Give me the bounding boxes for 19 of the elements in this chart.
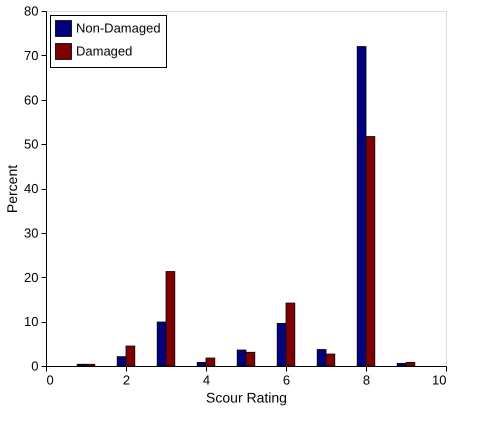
y-tick-label: 50: [24, 136, 38, 152]
legend-label: Damaged: [76, 44, 132, 58]
y-tick-label: 10: [24, 314, 38, 330]
y-tick-label: 20: [24, 270, 38, 285]
y-tick-label: 40: [24, 181, 38, 196]
y-tick-label: 30: [24, 225, 38, 240]
y-axis-title: Percent: [4, 164, 20, 214]
y-tick-label: 80: [24, 4, 38, 18]
y-tick-label: 0: [31, 358, 38, 374]
x-tick-label: 8: [362, 372, 370, 388]
y-tick-label: 60: [24, 92, 38, 108]
x-axis-title: Scour Rating: [206, 390, 287, 406]
x-tick-label: 4: [202, 372, 210, 388]
x-tick-label: 2: [122, 372, 130, 388]
x-tick-label: 0: [46, 372, 54, 388]
x-tick-label: 6: [282, 372, 290, 388]
y-tick-label: 70: [24, 48, 38, 63]
legend-label: Non-Damaged: [76, 20, 161, 36]
x-tick-label: 10: [432, 372, 446, 388]
